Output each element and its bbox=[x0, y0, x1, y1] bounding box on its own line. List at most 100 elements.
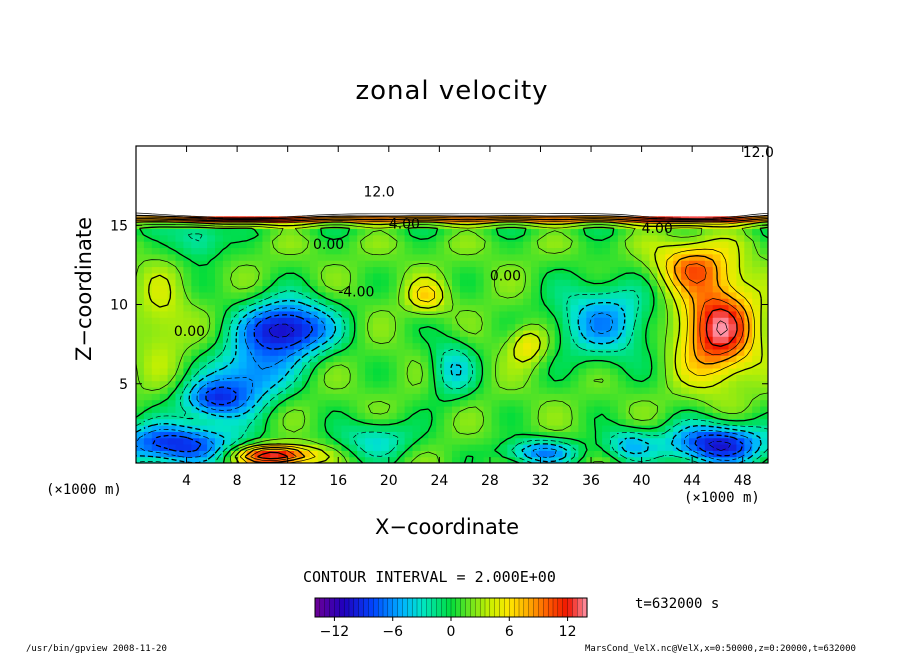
heatmap-cell bbox=[681, 260, 690, 268]
heatmap-cell bbox=[665, 431, 674, 439]
heatmap-cell bbox=[507, 380, 516, 388]
heatmap-cell bbox=[523, 450, 532, 458]
heatmap-cell bbox=[420, 329, 429, 337]
heatmap-cell bbox=[562, 348, 572, 356]
heatmap-cell bbox=[736, 424, 745, 432]
heatmap-cell bbox=[238, 342, 248, 350]
heatmap-cell bbox=[578, 374, 587, 382]
heatmap-cell bbox=[602, 361, 611, 369]
heatmap-cell bbox=[499, 260, 508, 268]
heatmap-cell bbox=[325, 222, 335, 230]
heatmap-cell bbox=[230, 260, 240, 268]
heatmap-cell bbox=[515, 209, 524, 217]
heatmap-cell bbox=[499, 386, 508, 394]
heatmap-cell bbox=[538, 146, 548, 153]
heatmap-cell bbox=[760, 329, 768, 337]
heatmap-cell bbox=[736, 443, 745, 451]
heatmap-cell bbox=[317, 146, 327, 153]
heatmap-cell bbox=[602, 317, 611, 325]
heatmap-cell bbox=[404, 367, 414, 375]
heatmap-cell bbox=[554, 443, 564, 451]
heatmap-cell bbox=[467, 367, 477, 375]
heatmap-cell bbox=[175, 228, 184, 236]
heatmap-cell bbox=[396, 424, 406, 432]
heatmap-cell bbox=[681, 412, 690, 420]
heatmap-cell bbox=[380, 234, 390, 242]
contour-interval: CONTOUR INTERVAL = 2.000E+00 bbox=[303, 568, 556, 586]
heatmap-cell bbox=[720, 304, 730, 312]
heatmap-cell bbox=[136, 393, 145, 401]
heatmap-cell bbox=[649, 228, 658, 236]
heatmap-cell bbox=[175, 412, 184, 420]
heatmap-cell bbox=[309, 405, 319, 413]
heatmap-cell bbox=[309, 146, 319, 153]
heatmap-cell bbox=[704, 152, 714, 160]
heatmap-cell bbox=[712, 152, 722, 160]
heatmap-cell bbox=[207, 279, 216, 287]
heatmap-cell bbox=[143, 234, 153, 242]
heatmap-cell bbox=[294, 247, 303, 255]
heatmap-cell bbox=[396, 285, 406, 293]
heatmap-cell bbox=[633, 165, 643, 172]
heatmap-cell bbox=[333, 241, 342, 249]
heatmap-cell bbox=[215, 393, 224, 401]
heatmap-cell bbox=[499, 361, 508, 369]
heatmap-cell bbox=[396, 386, 406, 394]
colorbar-segment bbox=[353, 597, 360, 618]
heatmap-cell bbox=[199, 285, 208, 293]
heatmap-cell bbox=[199, 184, 208, 191]
heatmap-cell bbox=[657, 196, 666, 204]
heatmap-cell bbox=[286, 437, 295, 445]
heatmap-cell bbox=[744, 165, 753, 172]
heatmap-cell bbox=[365, 152, 374, 160]
heatmap-cell bbox=[610, 386, 619, 394]
heatmap-cell bbox=[531, 317, 540, 325]
heatmap-cell bbox=[523, 285, 532, 293]
heatmap-cell bbox=[594, 298, 603, 306]
heatmap-cell bbox=[388, 190, 398, 198]
heatmap-cell bbox=[420, 209, 429, 217]
heatmap-cell bbox=[641, 367, 651, 375]
heatmap-cell bbox=[736, 285, 745, 293]
heatmap-cell bbox=[760, 190, 768, 198]
heatmap-cell bbox=[222, 298, 232, 306]
heatmap-cell bbox=[286, 234, 295, 242]
heatmap-cell bbox=[230, 431, 240, 439]
heatmap-cell bbox=[760, 304, 768, 312]
heatmap-cell bbox=[333, 177, 342, 185]
heatmap-cell bbox=[523, 456, 532, 463]
heatmap-cell bbox=[499, 190, 508, 198]
heatmap-cell bbox=[760, 355, 768, 363]
heatmap-cell bbox=[325, 184, 335, 191]
heatmap-cell bbox=[491, 424, 500, 432]
heatmap-cell bbox=[689, 431, 698, 439]
heatmap-cell bbox=[633, 234, 643, 242]
heatmap-cell bbox=[704, 222, 714, 230]
heatmap-cell bbox=[570, 165, 579, 172]
heatmap-cell bbox=[531, 279, 540, 287]
heatmap-cell bbox=[483, 304, 493, 312]
heatmap-cell bbox=[570, 228, 579, 236]
heatmap-cell bbox=[420, 152, 429, 160]
heatmap-cell bbox=[380, 146, 390, 153]
heatmap-cell bbox=[349, 412, 358, 420]
heatmap-cell bbox=[720, 146, 730, 153]
heatmap-cell bbox=[649, 348, 658, 356]
heatmap-cell bbox=[617, 260, 627, 268]
heatmap-cell bbox=[349, 196, 358, 204]
heatmap-cell bbox=[294, 323, 303, 331]
heatmap-cell bbox=[665, 190, 674, 198]
heatmap-cell bbox=[744, 184, 753, 191]
heatmap-cell bbox=[278, 190, 287, 198]
heatmap-cell bbox=[199, 450, 208, 458]
heatmap-cell bbox=[523, 298, 532, 306]
heatmap-cell bbox=[373, 165, 382, 172]
heatmap-cell bbox=[207, 241, 216, 249]
heatmap-cell bbox=[760, 209, 768, 217]
heatmap-cell bbox=[222, 146, 232, 153]
heatmap-cell bbox=[159, 272, 169, 280]
heatmap-cell bbox=[278, 203, 287, 210]
heatmap-cell bbox=[554, 285, 564, 293]
heatmap-cell bbox=[673, 298, 682, 306]
heatmap-cell bbox=[507, 152, 516, 160]
